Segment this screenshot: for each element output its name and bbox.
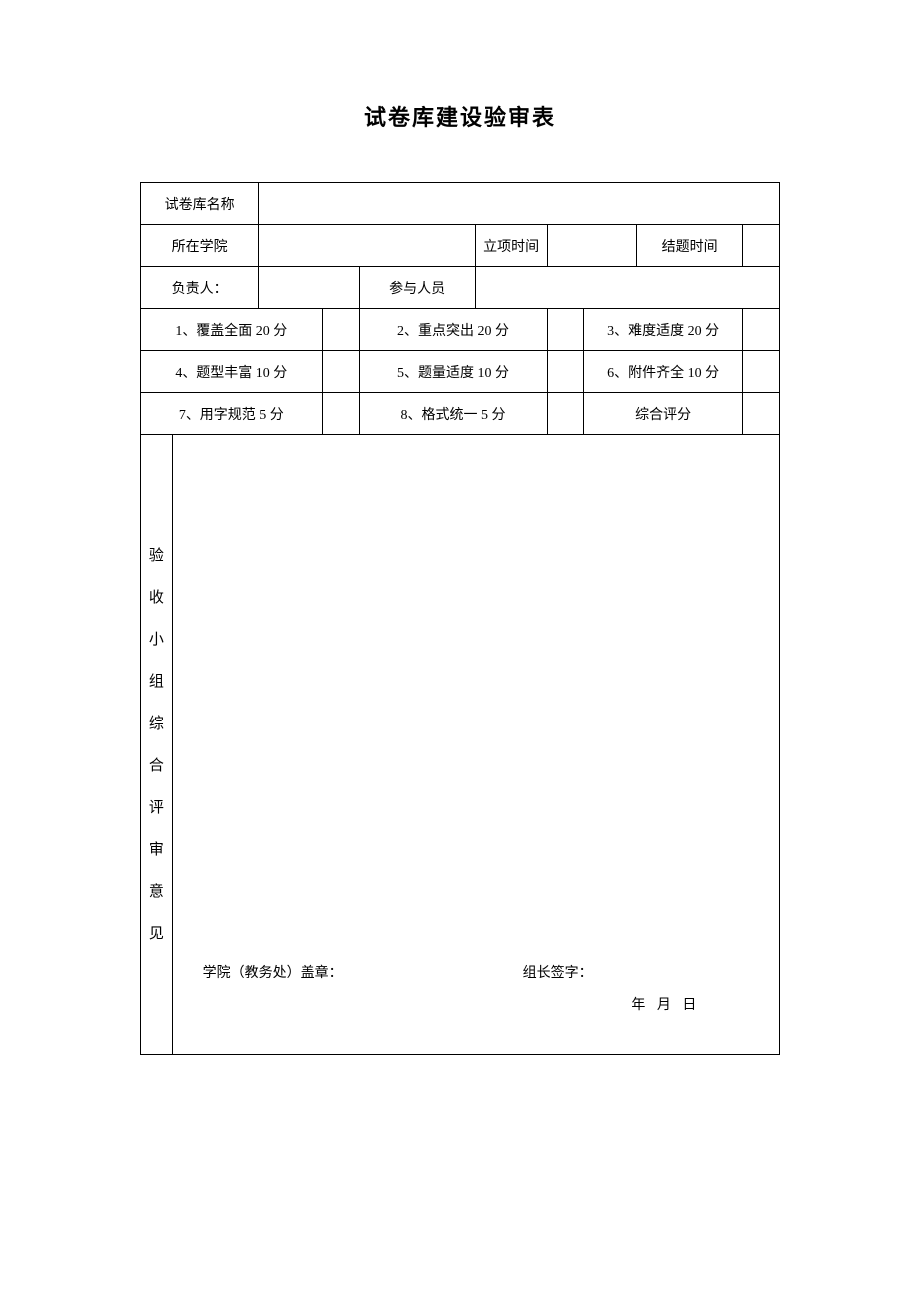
label-criteria-1: 1、覆盖全面 20 分 xyxy=(141,309,323,351)
label-criteria-5: 5、题量适度 10 分 xyxy=(359,351,547,393)
field-start-time[interactable] xyxy=(547,225,637,267)
label-criteria-total: 综合评分 xyxy=(584,393,742,435)
label-signature: 组长签字： xyxy=(523,962,593,982)
field-criteria-7[interactable] xyxy=(322,393,359,435)
field-members[interactable] xyxy=(475,267,779,309)
field-criteria-6[interactable] xyxy=(742,351,779,393)
label-criteria-6: 6、附件齐全 10 分 xyxy=(584,351,742,393)
field-criteria-5[interactable] xyxy=(547,351,584,393)
label-members: 参与人员 xyxy=(359,267,475,309)
field-criteria-8[interactable] xyxy=(547,393,584,435)
label-leader: 负责人： xyxy=(141,267,259,309)
label-criteria-2: 2、重点突出 20 分 xyxy=(359,309,547,351)
field-criteria-3[interactable] xyxy=(742,309,779,351)
field-bank-name[interactable] xyxy=(259,183,780,225)
approval-form-table: 试卷库名称 所在学院 立项时间 结题时间 负责人： 参与人员 1、覆盖全面 20… xyxy=(140,182,780,1055)
label-criteria-3: 3、难度适度 20 分 xyxy=(584,309,742,351)
field-criteria-1[interactable] xyxy=(322,309,359,351)
field-end-time[interactable] xyxy=(742,225,779,267)
field-leader[interactable] xyxy=(259,267,359,309)
label-date: 年 月 日 xyxy=(583,994,749,1014)
label-start-time: 立项时间 xyxy=(475,225,547,267)
label-bank-name: 试卷库名称 xyxy=(141,183,259,225)
field-criteria-total[interactable] xyxy=(742,393,779,435)
label-end-time: 结题时间 xyxy=(637,225,743,267)
page-title: 试卷库建设验审表 xyxy=(140,100,780,132)
label-review-opinion: 验收小组综合评审意见 xyxy=(141,435,173,1055)
field-college[interactable] xyxy=(259,225,475,267)
field-criteria-2[interactable] xyxy=(547,309,584,351)
label-criteria-8: 8、格式统一 5 分 xyxy=(359,393,547,435)
field-criteria-4[interactable] xyxy=(322,351,359,393)
label-criteria-7: 7、用字规范 5 分 xyxy=(141,393,323,435)
label-college: 所在学院 xyxy=(141,225,259,267)
label-seal: 学院（教务处）盖章： xyxy=(203,962,343,982)
field-review-opinion[interactable]: 学院（教务处）盖章： 组长签字： 年 月 日 xyxy=(172,435,779,1055)
label-criteria-4: 4、题型丰富 10 分 xyxy=(141,351,323,393)
